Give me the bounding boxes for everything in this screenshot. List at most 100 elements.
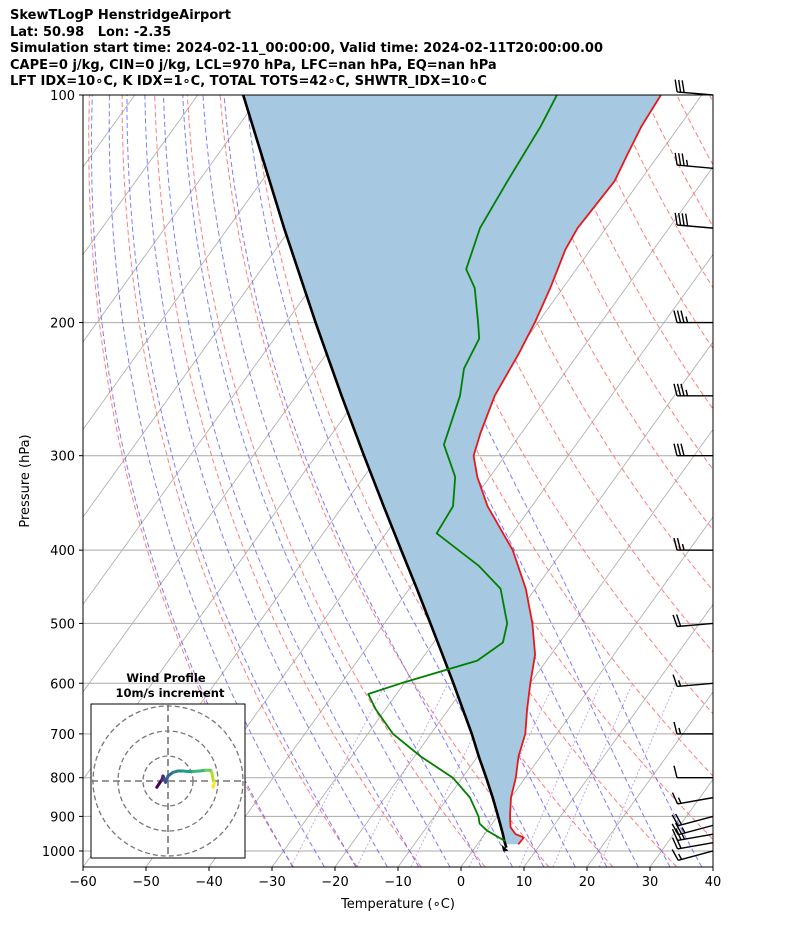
moist-adiabat — [91, 95, 294, 867]
moist-adiabat — [144, 95, 388, 867]
wind-barb-flag — [671, 849, 679, 861]
wind-barb-flag — [678, 79, 682, 93]
dewpoint-profile-line — [367, 95, 558, 842]
x-axis-ticks: −60 −50 −40 −30 −20 −10 0 10 20 30 40 — [69, 867, 721, 890]
wind-barb-half-flag — [677, 853, 683, 860]
wind-barb-staff — [677, 164, 714, 169]
wind-barb — [672, 614, 714, 628]
y-tick-label: 300 — [50, 450, 75, 465]
x-tick-label: −20 — [321, 875, 348, 890]
isotherm-gridline — [334, 341, 713, 867]
wind-barb-staff — [677, 841, 714, 850]
moist-adiabat — [202, 95, 482, 867]
x-tick-label: −30 — [258, 875, 285, 890]
wind-barb-staff — [677, 833, 714, 842]
wind-barb-flag — [674, 212, 678, 226]
surface-parcel-marker — [501, 844, 509, 852]
wind-barb — [673, 537, 714, 551]
wind-barb-staff — [678, 824, 714, 836]
hodograph-segment — [211, 780, 216, 789]
dry-adiabat — [415, 95, 713, 653]
moist-adiabat — [126, 95, 357, 867]
stability-indices-line: LFT IDX=10∘C, K IDX=1∘C, TOTAL TOTS=42∘C… — [10, 74, 487, 89]
wind-barb — [673, 443, 714, 457]
wind-barb-flag — [673, 721, 678, 735]
x-tick-label: 0 — [457, 875, 465, 890]
wind-barb-flag — [673, 443, 678, 456]
wind-barb-half-flag — [681, 827, 686, 834]
x-axis-label: Temperature (∘C) — [340, 897, 455, 912]
isotherm-gridline — [83, 95, 199, 256]
wind-barb — [673, 383, 714, 397]
location-line: Lat: 50.98 Lon: -2.35 — [10, 24, 172, 40]
wind-barb — [671, 849, 714, 861]
y-tick-label: 600 — [50, 677, 75, 692]
inset-plot-area — [91, 704, 245, 858]
dry-adiabat — [708, 95, 713, 103]
isotherm-gridline — [460, 516, 713, 867]
moist-adiabat — [163, 95, 420, 867]
y-tick-label: 400 — [50, 544, 75, 559]
wind-barb — [673, 721, 714, 735]
isotherm-gridline — [0, 95, 9, 867]
convective-params-line: CAPE=0 j/kg, CIN=0 j/kg, LCL=970 hPa, LF… — [10, 57, 497, 73]
x-tick-label: 40 — [705, 875, 722, 890]
wind-barb — [674, 212, 714, 229]
wind-barb — [672, 674, 714, 688]
dry-adiabat — [775, 95, 794, 867]
wind-barb-flag — [672, 614, 678, 627]
y-tick-label: 700 — [50, 728, 75, 743]
y-tick-label: 500 — [50, 617, 75, 632]
wind-barb — [671, 792, 714, 805]
wind-barb-staff — [677, 622, 714, 628]
x-tick-label: 20 — [579, 875, 596, 890]
mixing-ratio-line — [356, 683, 449, 867]
wind-barb-flag — [671, 828, 679, 841]
wind-barb-half-flag — [678, 727, 682, 735]
profile-lines-layer — [241, 95, 662, 852]
x-tick-label: −50 — [132, 875, 159, 890]
dry-adiabat — [545, 95, 713, 410]
moist-adiabat — [108, 95, 325, 867]
wind-barb-flag — [671, 837, 679, 850]
y-tick-label: 800 — [50, 772, 75, 787]
dry-adiabat — [643, 95, 713, 228]
inset-title-line1: Wind Profile — [126, 671, 206, 685]
wind-barb-flag — [681, 213, 685, 226]
isotherm-gridline — [0, 95, 72, 867]
y-axis-label: Pressure (hPa) — [18, 434, 33, 527]
wind-barb-flag — [676, 537, 682, 551]
dry-adiabat — [676, 95, 713, 166]
wind-barb-staff — [678, 815, 714, 827]
wind-barb-flag — [675, 614, 682, 627]
wind-barb-half-flag — [681, 833, 686, 840]
wind-barb-half-flag — [685, 159, 689, 167]
x-tick-label: 10 — [516, 875, 533, 890]
wind-barb-flag — [672, 674, 678, 687]
wind-barb-flag — [673, 765, 678, 778]
wind-barb-flag — [671, 823, 679, 836]
isotherm-gridline — [649, 778, 713, 867]
wind-barb-staff — [677, 682, 714, 688]
isotherm-gridline — [208, 166, 713, 867]
time-line: Simulation start time: 2024-02-11_00:00:… — [10, 41, 603, 56]
mixing-ratio-line — [598, 683, 677, 867]
dry-adiabat — [513, 95, 713, 471]
isotherm-gridline — [712, 866, 713, 867]
temperature-profile-line — [472, 95, 662, 845]
wind-barb-flag — [676, 443, 682, 456]
y-tick-label: 100 — [50, 89, 75, 104]
wind-barb-staff — [677, 224, 714, 229]
wind-barb — [674, 79, 714, 96]
grid-layer — [0, 95, 794, 867]
x-tick-label: 30 — [642, 875, 659, 890]
wind-barb-half-flag — [677, 797, 682, 804]
wind-barb — [671, 836, 714, 850]
isotherm-gridline — [83, 95, 262, 343]
isotherm-gridline — [271, 253, 713, 867]
wind-barb-half-flag — [685, 389, 689, 396]
wind-barb — [671, 828, 714, 842]
wind-barb-flag — [671, 814, 679, 827]
